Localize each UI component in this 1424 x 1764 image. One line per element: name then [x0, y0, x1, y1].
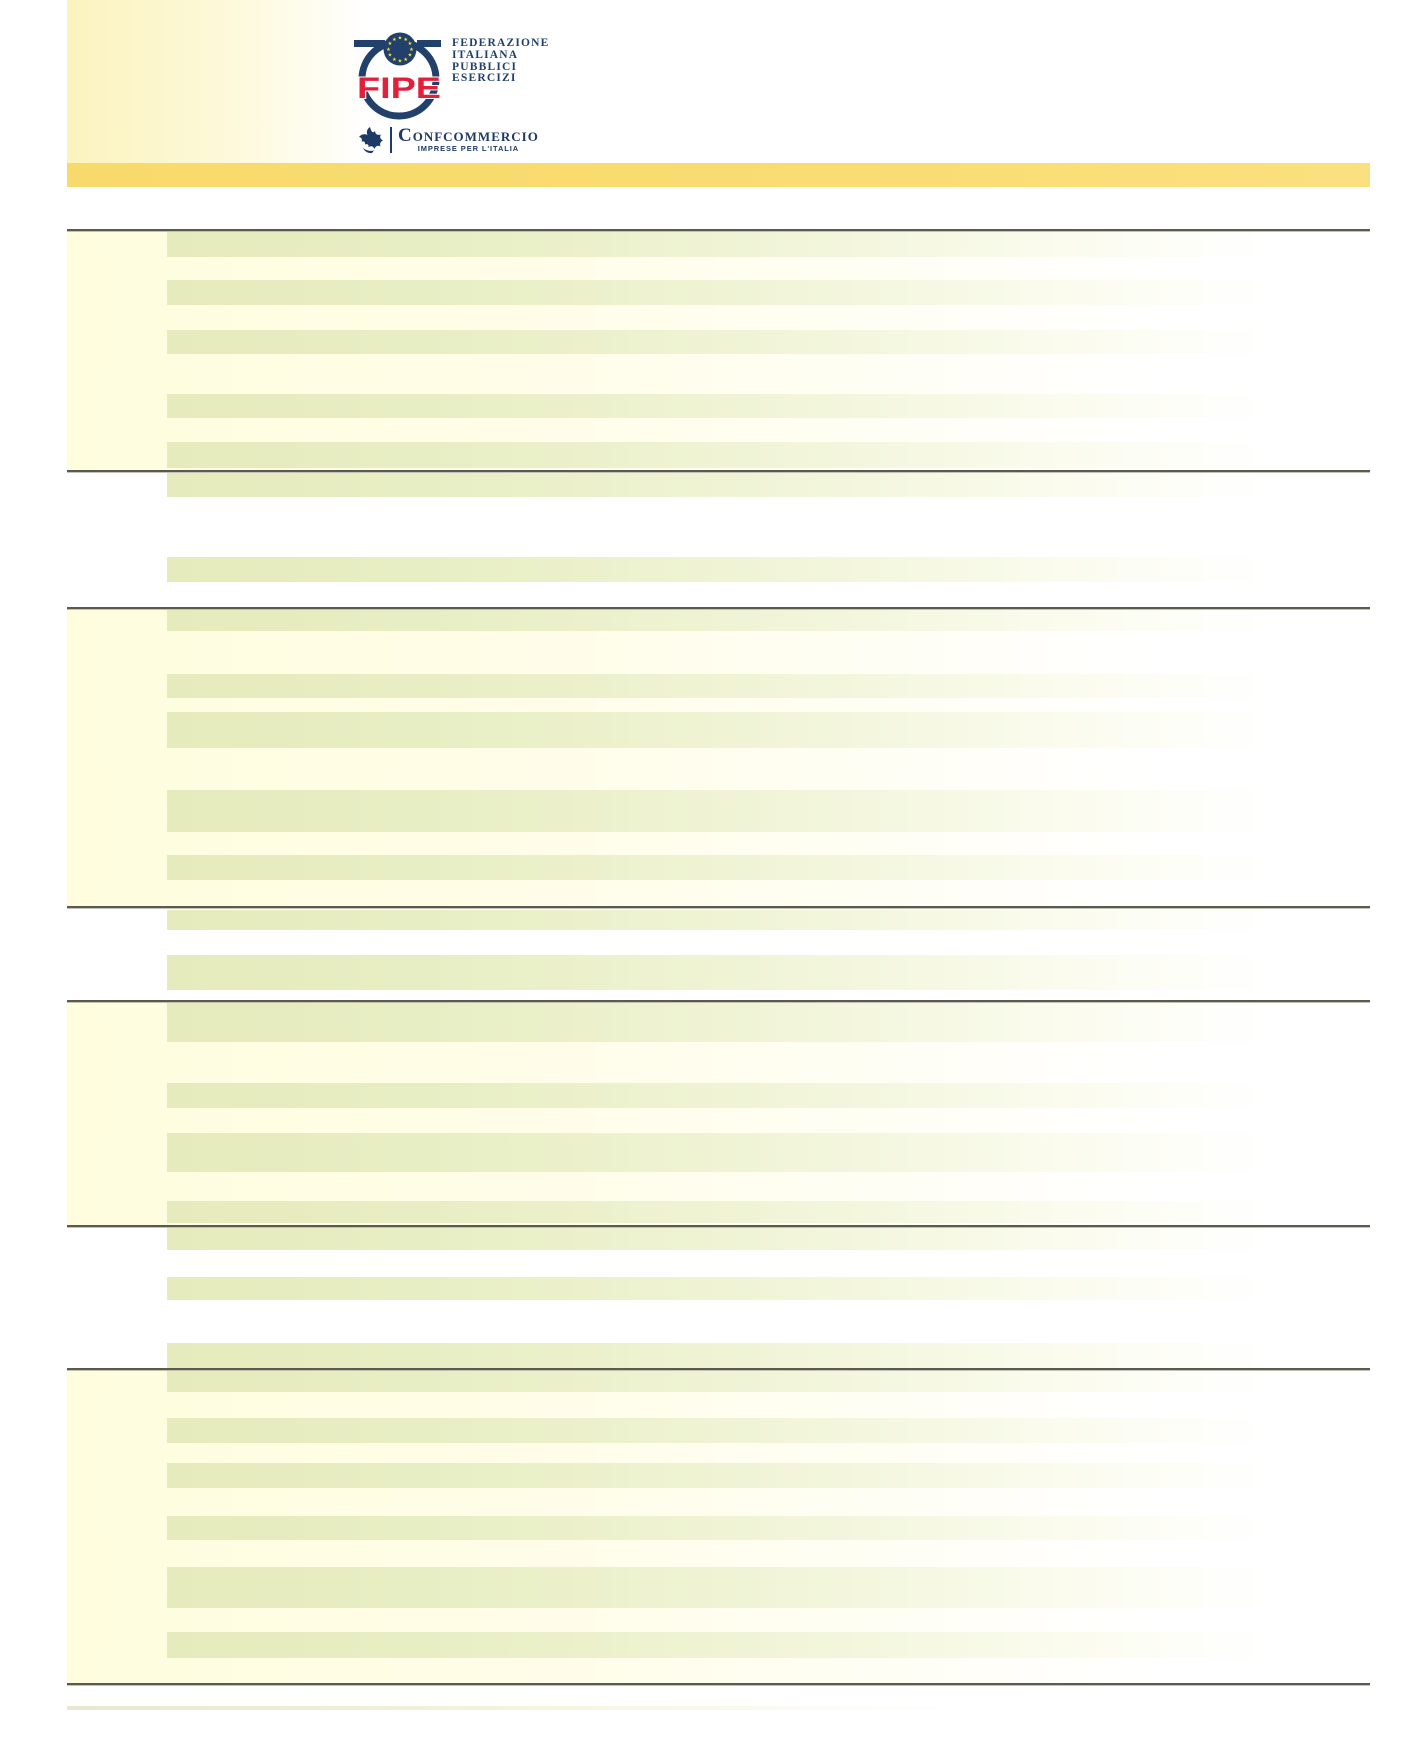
fipe-org-line: ITALIANA [452, 48, 519, 61]
text-row-highlight [167, 855, 1330, 880]
fipe-acronym: FIPE [357, 72, 441, 105]
horizontal-rule [67, 906, 1370, 908]
logo-divider [390, 127, 392, 153]
text-row-highlight [167, 1418, 1330, 1443]
eu-stars: ★ ★ ★ ★ ★ ★ ★ ★ ★ ★ ★ ★ [386, 35, 414, 64]
eu-star-icon: ★ [398, 58, 403, 64]
header-banner [67, 163, 1370, 187]
footer-strip [67, 1706, 997, 1710]
eu-star-icon: ★ [386, 47, 391, 53]
text-row-highlight [167, 1277, 1330, 1300]
text-row-highlight [167, 232, 1330, 257]
eu-star-icon: ★ [398, 35, 403, 41]
fipe-right-dash [417, 40, 441, 47]
text-row-highlight [167, 1083, 1330, 1108]
eu-star-icon: ★ [388, 41, 393, 47]
eu-star-icon: ★ [408, 53, 413, 59]
text-row-highlight [167, 473, 1330, 497]
eagle-icon [359, 127, 383, 154]
fipe-org-line: ESERCIZI [452, 72, 517, 85]
text-row-highlight [167, 910, 1330, 930]
text-row-highlight [167, 394, 1330, 418]
text-row-highlight [167, 1343, 1330, 1368]
confcommercio-logo: Confcommercio IMPRESE PER L'ITALIA [356, 124, 539, 156]
text-row-highlight [167, 1567, 1330, 1608]
horizontal-rule [67, 1683, 1370, 1685]
fipe-org-line: PUBBLICI [452, 60, 518, 73]
top-left-glow [67, 0, 487, 164]
fipe-org-line: FEDERAZIONE [452, 37, 550, 49]
horizontal-rule [67, 1000, 1370, 1002]
text-row-highlight [167, 712, 1330, 748]
text-row-highlight [167, 557, 1330, 582]
text-row-highlight [167, 1463, 1330, 1488]
fipe-org-name: FEDERAZIONE ITALIANA PUBBLICI ESERCIZI [452, 37, 550, 85]
text-row-highlight [167, 280, 1330, 305]
text-row-highlight [167, 1003, 1330, 1042]
text-row-highlight [167, 1133, 1330, 1172]
eu-star-icon: ★ [403, 57, 408, 63]
text-row-highlight [167, 442, 1330, 468]
horizontal-rule [67, 229, 1370, 231]
fipe-logo: ★ ★ ★ ★ ★ ★ ★ ★ ★ ★ ★ ★ FIPE [353, 28, 449, 122]
eu-star-icon: ★ [388, 53, 393, 59]
confcommercio-wordmark: Confcommercio [398, 125, 539, 146]
confcommercio-tagline: IMPRESE PER L'ITALIA [417, 144, 520, 153]
text-row-highlight [167, 1228, 1330, 1250]
text-row-highlight [167, 955, 1330, 990]
horizontal-rule [67, 470, 1370, 472]
eu-star-icon: ★ [392, 37, 397, 43]
eu-star-icon: ★ [403, 37, 408, 43]
text-row-highlight [167, 330, 1330, 354]
text-row-highlight [167, 790, 1330, 832]
eu-star-icon: ★ [409, 47, 414, 53]
fipe-logo-graphic: ★ ★ ★ ★ ★ ★ ★ ★ ★ ★ ★ ★ FIPE [354, 32, 442, 120]
text-row-highlight [167, 674, 1330, 698]
eu-disc [383, 32, 417, 66]
text-row-highlight [167, 1371, 1330, 1392]
horizontal-rule [67, 607, 1370, 609]
text-row-highlight [167, 1632, 1330, 1658]
horizontal-rule [67, 1368, 1370, 1370]
text-row-highlight [167, 610, 1330, 631]
fipe-left-dash [354, 40, 385, 47]
text-row-highlight [167, 1516, 1330, 1540]
eu-star-icon: ★ [408, 41, 413, 47]
horizontal-rule [67, 1225, 1370, 1227]
text-row-highlight [167, 1201, 1330, 1223]
eu-star-icon: ★ [392, 57, 397, 63]
